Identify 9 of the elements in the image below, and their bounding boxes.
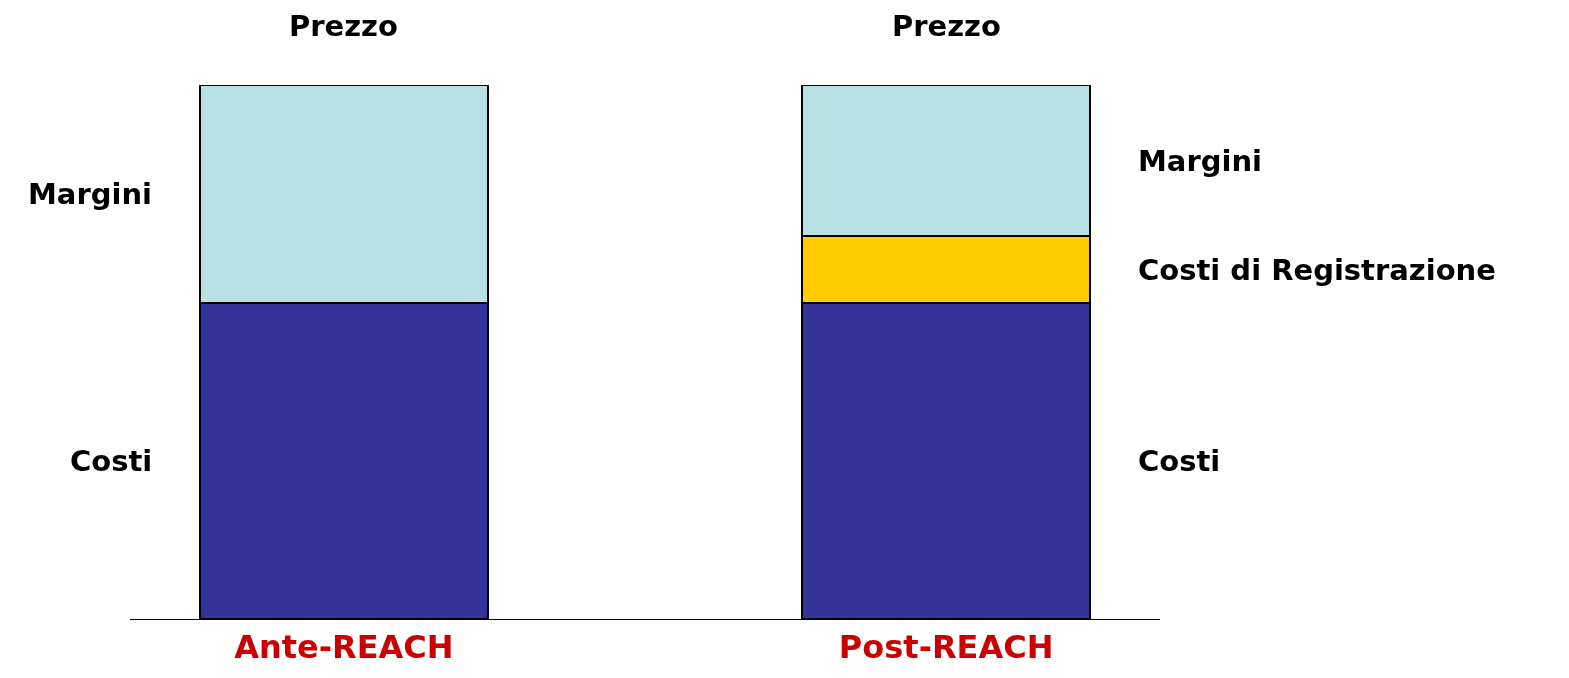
annotation: Prezzo bbox=[892, 9, 1001, 43]
series-label: Margini bbox=[28, 177, 153, 211]
text: Margini bbox=[1138, 144, 1263, 178]
text: Costi bbox=[1138, 444, 1221, 478]
series-label: Costi di Registrazione bbox=[1138, 253, 1496, 287]
series-label: Costi bbox=[70, 444, 153, 478]
annotation: Prezzo bbox=[289, 9, 398, 43]
x-tick-label: Ante-REACH bbox=[234, 628, 454, 667]
x-tick-label: Post-REACH bbox=[838, 628, 1054, 667]
